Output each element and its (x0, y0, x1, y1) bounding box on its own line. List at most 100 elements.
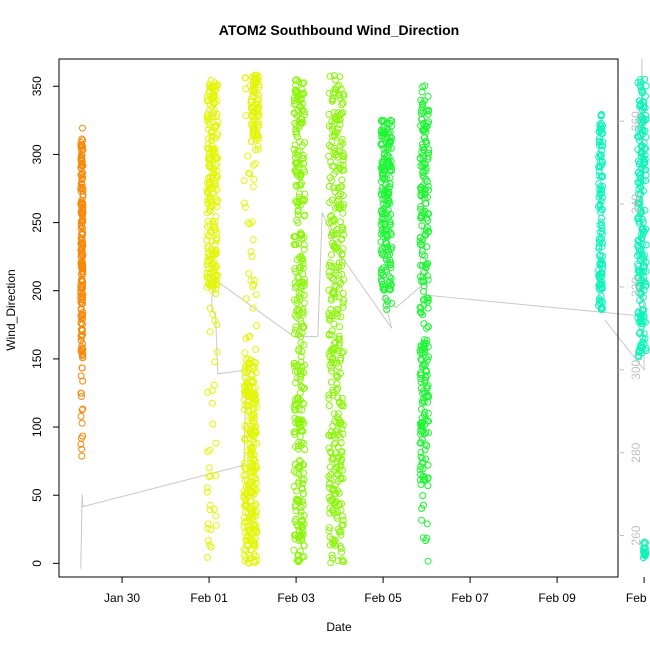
data-point (254, 145, 262, 153)
data-point (423, 534, 431, 542)
data-point (339, 203, 347, 211)
data-point (212, 213, 220, 220)
data-point (384, 151, 392, 159)
data-point (339, 299, 347, 307)
data-point (330, 410, 338, 418)
data-point (299, 490, 307, 497)
data-point (381, 285, 389, 293)
data-point (418, 505, 426, 512)
data-point (424, 272, 431, 280)
data-point (240, 177, 248, 185)
data-point (329, 355, 336, 363)
data-point (205, 156, 213, 164)
data-point (292, 86, 300, 94)
secondary-series-line (80, 58, 645, 569)
data-point (419, 99, 427, 107)
data-point (333, 229, 341, 237)
data-point (421, 408, 429, 416)
data-point (204, 135, 212, 143)
data-point (386, 180, 394, 188)
data-point (424, 110, 432, 118)
data-point (206, 304, 214, 312)
data-point (205, 145, 213, 153)
data-point (423, 243, 431, 251)
data-point (295, 190, 303, 198)
data-point (596, 239, 603, 247)
data-point (638, 268, 646, 276)
data-point (598, 224, 606, 232)
data-point (336, 116, 344, 124)
data-point (300, 282, 308, 290)
data-point (79, 315, 87, 323)
data-point (206, 203, 214, 211)
data-point (251, 392, 259, 400)
data-point (210, 180, 218, 188)
data-point (79, 215, 87, 223)
data-point (77, 284, 85, 292)
data-point (380, 191, 388, 198)
data-point (298, 383, 306, 391)
data-point (248, 370, 256, 378)
data-point (292, 469, 300, 477)
data-point (292, 268, 300, 275)
data-point (204, 209, 211, 217)
data-point (301, 168, 308, 176)
data-point (329, 535, 336, 543)
data-point (241, 367, 249, 375)
data-point (327, 428, 335, 436)
data-point (419, 387, 427, 395)
data-point (595, 266, 603, 274)
data-point (212, 512, 220, 520)
data-point (211, 226, 218, 233)
data-point (424, 409, 432, 417)
data-point (420, 194, 428, 202)
data-point (299, 311, 307, 319)
data-point (416, 371, 424, 379)
data-point (206, 506, 214, 514)
y-tick-label: 250 (30, 212, 44, 232)
data-point (387, 157, 395, 165)
data-point (79, 405, 87, 413)
data-point (387, 281, 395, 289)
data-point (634, 133, 642, 141)
data-point (595, 172, 603, 180)
data-point (203, 261, 211, 269)
data-point (299, 527, 307, 535)
data-point (78, 419, 86, 427)
data-point (595, 142, 603, 149)
data-point (77, 312, 85, 320)
data-point (326, 174, 334, 182)
data-point (329, 275, 337, 283)
data-point (328, 122, 336, 130)
data-point (596, 135, 603, 142)
data-point (640, 313, 648, 321)
data-point (298, 348, 306, 356)
data-point (420, 287, 427, 295)
data-point (294, 420, 302, 428)
data-point (338, 166, 346, 174)
data-point (248, 253, 256, 260)
data-point (598, 214, 606, 222)
data-point (329, 386, 337, 394)
data-point (204, 553, 211, 561)
data-point (254, 132, 262, 139)
data-point (339, 303, 347, 311)
y2-tick-label: 320 (629, 277, 643, 297)
data-point (328, 274, 336, 282)
x-tick-label: Jan 30 (104, 591, 140, 605)
y-tick-label: 350 (30, 76, 44, 96)
data-point (249, 304, 257, 312)
data-point (334, 426, 342, 434)
data-point (291, 326, 299, 334)
data-point (421, 446, 429, 454)
data-point (241, 434, 249, 442)
data-point (634, 125, 642, 133)
data-point (328, 345, 336, 353)
data-point (597, 304, 605, 312)
data-point (300, 469, 308, 477)
data-point (332, 230, 340, 238)
data-point (254, 110, 262, 118)
data-point (595, 273, 603, 281)
data-point (636, 251, 643, 259)
data-point (204, 273, 212, 281)
